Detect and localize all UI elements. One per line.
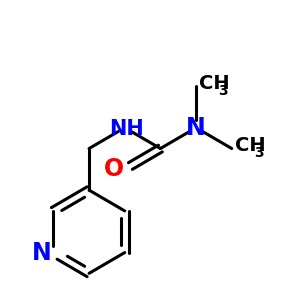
- Text: NH: NH: [109, 119, 144, 139]
- Text: CH: CH: [199, 74, 230, 93]
- Text: 3: 3: [218, 84, 228, 98]
- Text: O: O: [103, 157, 124, 181]
- Text: 3: 3: [254, 146, 264, 160]
- Text: N: N: [32, 241, 52, 265]
- Text: N: N: [186, 116, 206, 140]
- Text: CH: CH: [235, 136, 265, 155]
